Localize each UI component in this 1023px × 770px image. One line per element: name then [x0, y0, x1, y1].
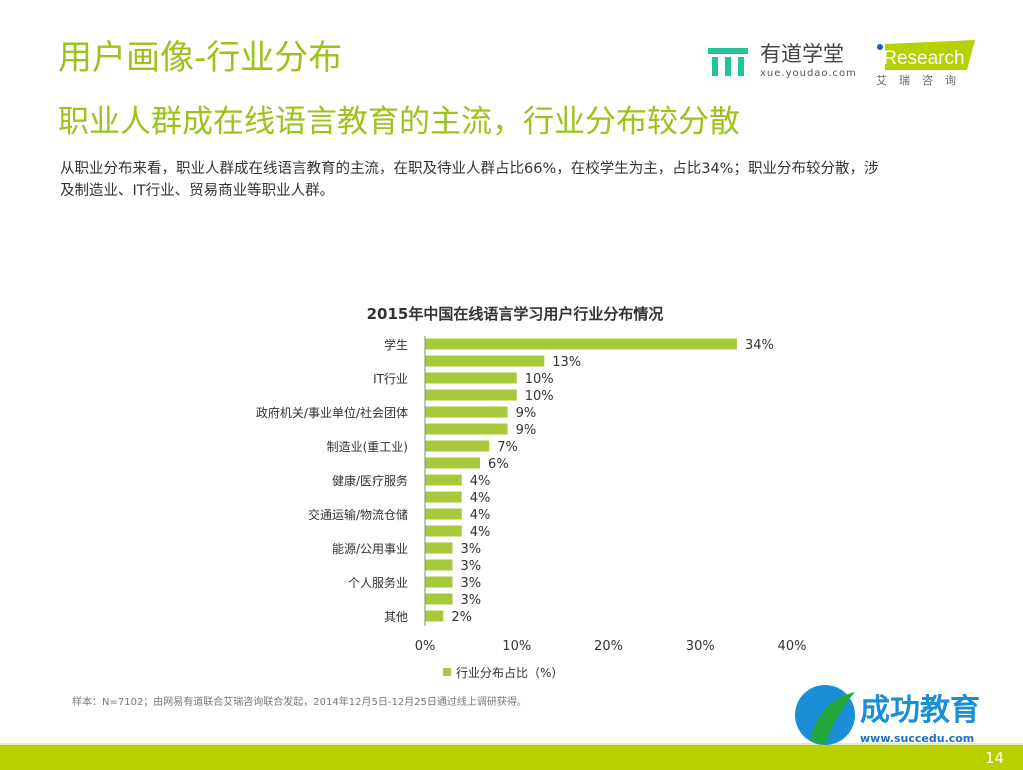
page-title: 用户画像-行业分布: [58, 38, 343, 78]
category-label: 个人服务业: [348, 575, 408, 590]
data-label: 3%: [461, 576, 482, 591]
x-tick-label: 30%: [686, 639, 715, 654]
bar: [425, 457, 481, 469]
data-label: 2%: [451, 610, 472, 625]
page-number: 14: [985, 749, 1005, 767]
page-subtitle: 职业人群成在线语言教育的主流，行业分布较分散: [58, 104, 740, 140]
youdao-name: 有道学堂: [760, 42, 844, 66]
legend-swatch: [443, 668, 451, 676]
bar: [425, 423, 508, 435]
succedu-logo-icon: [795, 685, 855, 745]
category-label: IT行业: [373, 372, 408, 386]
x-tick-label: 40%: [778, 639, 807, 654]
category-label: 其他: [384, 610, 408, 624]
data-label: 4%: [470, 525, 491, 540]
bar: [425, 559, 453, 571]
bar: [425, 372, 517, 384]
data-label: 6%: [488, 457, 509, 472]
data-label: 3%: [461, 542, 482, 557]
data-label: 10%: [525, 372, 554, 387]
bar: [425, 576, 453, 588]
succedu-url: www.succedu.com: [860, 732, 975, 745]
description: 从职业分布来看，职业人群成在线语言教育的主流，在职及待业人群占比66%，在校学生…: [60, 161, 879, 199]
category-label: 制造业(重工业): [327, 440, 408, 454]
chart-title: 2015年中国在线语言学习用户行业分布情况: [367, 305, 664, 323]
footer-band: [0, 743, 1023, 770]
data-label: 34%: [745, 338, 774, 353]
category-label: 能源/公用事业: [332, 542, 408, 556]
category-label: 学生: [384, 337, 408, 352]
bar: [425, 406, 508, 418]
data-label: 7%: [497, 440, 518, 455]
bar: [425, 474, 462, 486]
bar: [425, 542, 453, 554]
bar: [425, 593, 453, 605]
x-tick-label: 20%: [594, 639, 623, 654]
youdao-url: xue.youdao.com: [760, 68, 857, 79]
category-label: 交通运输/物流仓储: [308, 507, 408, 522]
bar: [425, 508, 462, 520]
iresearch-text: iResearch: [879, 48, 965, 69]
data-label: 3%: [461, 559, 482, 574]
iresearch-cn: 艾瑞咨询: [876, 74, 968, 87]
data-label: 4%: [470, 474, 491, 489]
bar: [425, 525, 462, 537]
data-label: 10%: [525, 389, 554, 404]
category-label: 政府机关/事业单位/社会团体: [256, 405, 408, 420]
data-label: 9%: [516, 406, 537, 421]
bar-chart: 2015年中国在线语言学习用户行业分布情况 34% 学生 13% 10% IT行业 10%…: [256, 305, 807, 680]
iresearch-logo: iResearch: [877, 40, 975, 70]
data-label: 3%: [461, 593, 482, 608]
data-label: 9%: [516, 423, 537, 438]
youdao-logo-icon: [708, 48, 748, 76]
bar: [425, 491, 462, 503]
data-label: 13%: [552, 355, 581, 370]
bar: [425, 338, 737, 350]
data-label: 4%: [470, 491, 491, 506]
bar: [425, 389, 517, 401]
bar: [425, 610, 444, 622]
footnote: 样本：N=7102；由网易有道联合艾瑞咨询联合发起，2014年12月5日-12月…: [72, 697, 527, 708]
x-tick-label: 0%: [415, 639, 436, 654]
data-label: 4%: [470, 508, 491, 523]
legend-label: 行业分布占比（%）: [456, 665, 563, 680]
category-label: 健康/医疗服务: [332, 473, 408, 488]
bar: [425, 440, 490, 452]
x-tick-label: 10%: [502, 639, 531, 654]
bar: [425, 355, 545, 367]
succedu-name: 成功教育: [860, 693, 980, 728]
